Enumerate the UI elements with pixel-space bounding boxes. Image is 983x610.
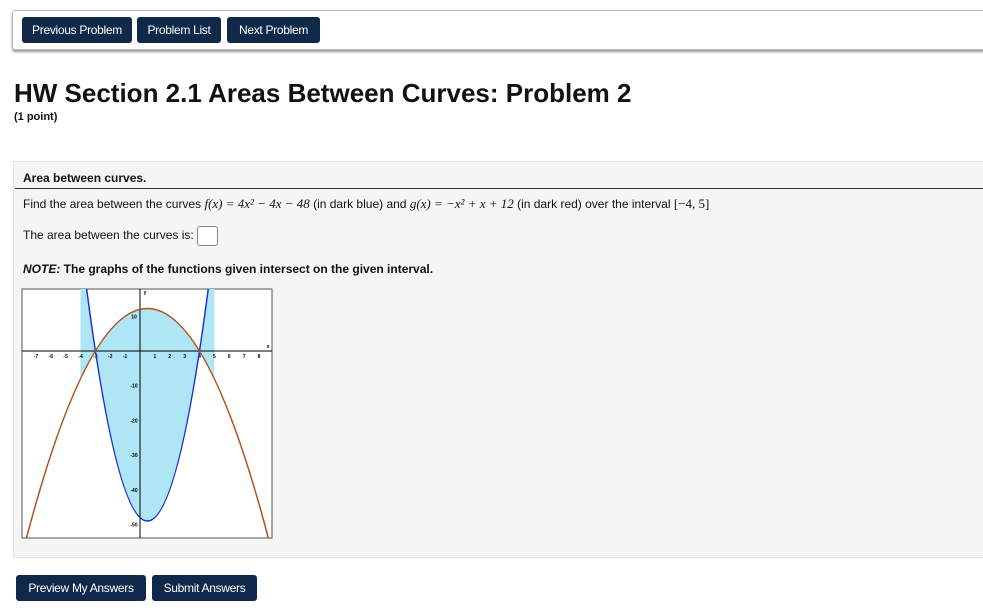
x-tick-label: -1 bbox=[123, 354, 128, 360]
x-tick-label: 7 bbox=[243, 354, 246, 360]
x-axis-label: x bbox=[267, 344, 270, 350]
x-tick-label: -4 bbox=[78, 354, 83, 360]
interval: [−4, 5] bbox=[673, 196, 710, 211]
y-tick-label: -30 bbox=[130, 453, 137, 459]
x-tick-label: -6 bbox=[49, 354, 54, 360]
x-tick-label: 2 bbox=[168, 354, 171, 360]
answer-row: The area between the curves is: bbox=[23, 226, 219, 246]
previous-button[interactable]: Previous Problem bbox=[22, 17, 132, 43]
y-tick-label: -40 bbox=[130, 488, 137, 494]
statement: Find the area between the curves f(x) = … bbox=[23, 196, 709, 212]
y-tick-label: -50 bbox=[130, 523, 137, 529]
formula: g(x) = −x² + x + 12 bbox=[409, 196, 514, 211]
formula: f(x) = 4x² − 4x − 48 bbox=[204, 196, 310, 211]
x-tick-label: -2 bbox=[108, 354, 113, 360]
x-tick-label: -7 bbox=[34, 354, 39, 360]
x-tick-label: 3 bbox=[183, 354, 186, 360]
shaded-area bbox=[80, 289, 215, 521]
y-tick-label: -10 bbox=[130, 384, 137, 390]
next-button[interactable]: Next Problem bbox=[227, 17, 320, 43]
nav-bar: Previous Problem Problem List Next Probl… bbox=[12, 10, 983, 50]
x-tick-label: 8 bbox=[258, 354, 261, 360]
preview-button[interactable]: Preview My Answers bbox=[16, 575, 146, 601]
text: Find the area between the curves bbox=[23, 197, 205, 211]
curve-g bbox=[25, 307, 270, 538]
title: HW Section 2.1 Areas Between Curves: Pro… bbox=[14, 78, 632, 108]
prompt: The area between the curves is: bbox=[23, 228, 194, 243]
text: (in dark red) over the interval bbox=[513, 197, 674, 211]
graph: -7 -6 -5 -4 -3 -2 -1 1 2 3 4 5 6 7 8 10 -10 -20 -30 -40 -50 x… bbox=[21, 288, 273, 539]
x-tick-label: 4 bbox=[198, 354, 201, 360]
list-button[interactable]: Problem List bbox=[137, 17, 221, 43]
heading: Area between curves. bbox=[23, 171, 147, 185]
answer-input[interactable] bbox=[197, 226, 219, 246]
x-tick-label: 6 bbox=[228, 354, 231, 360]
divider bbox=[15, 188, 983, 189]
y-tick-label: -20 bbox=[130, 418, 137, 424]
note-text: The graphs of the functions given inters… bbox=[60, 262, 434, 276]
submit-button[interactable]: Submit Answers bbox=[152, 575, 257, 601]
note: NOTE: The graphs of the functions given … bbox=[23, 262, 433, 276]
x-tick-label: -5 bbox=[63, 354, 68, 360]
curve-f bbox=[85, 289, 209, 522]
problem-box: Area between curves. Find the area betwe… bbox=[13, 161, 983, 558]
note-label: NOTE: bbox=[23, 262, 61, 276]
x-tick-label: 5 bbox=[213, 354, 216, 360]
y-axis-label: y bbox=[144, 290, 147, 296]
x-tick-label: 1 bbox=[153, 354, 156, 360]
text: (in dark blue) and bbox=[309, 197, 410, 211]
y-tick-label: 10 bbox=[131, 314, 137, 320]
points: (1 point) bbox=[14, 111, 58, 123]
x-tick-label: -3 bbox=[93, 354, 98, 360]
